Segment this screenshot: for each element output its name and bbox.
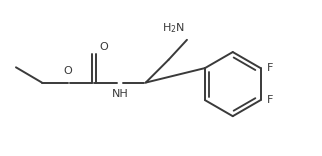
- Text: O: O: [99, 42, 108, 52]
- Text: F: F: [267, 95, 273, 105]
- Text: F: F: [267, 63, 273, 73]
- Text: H$_2$N: H$_2$N: [163, 22, 185, 35]
- Text: NH: NH: [112, 89, 129, 99]
- Text: O: O: [63, 66, 72, 76]
